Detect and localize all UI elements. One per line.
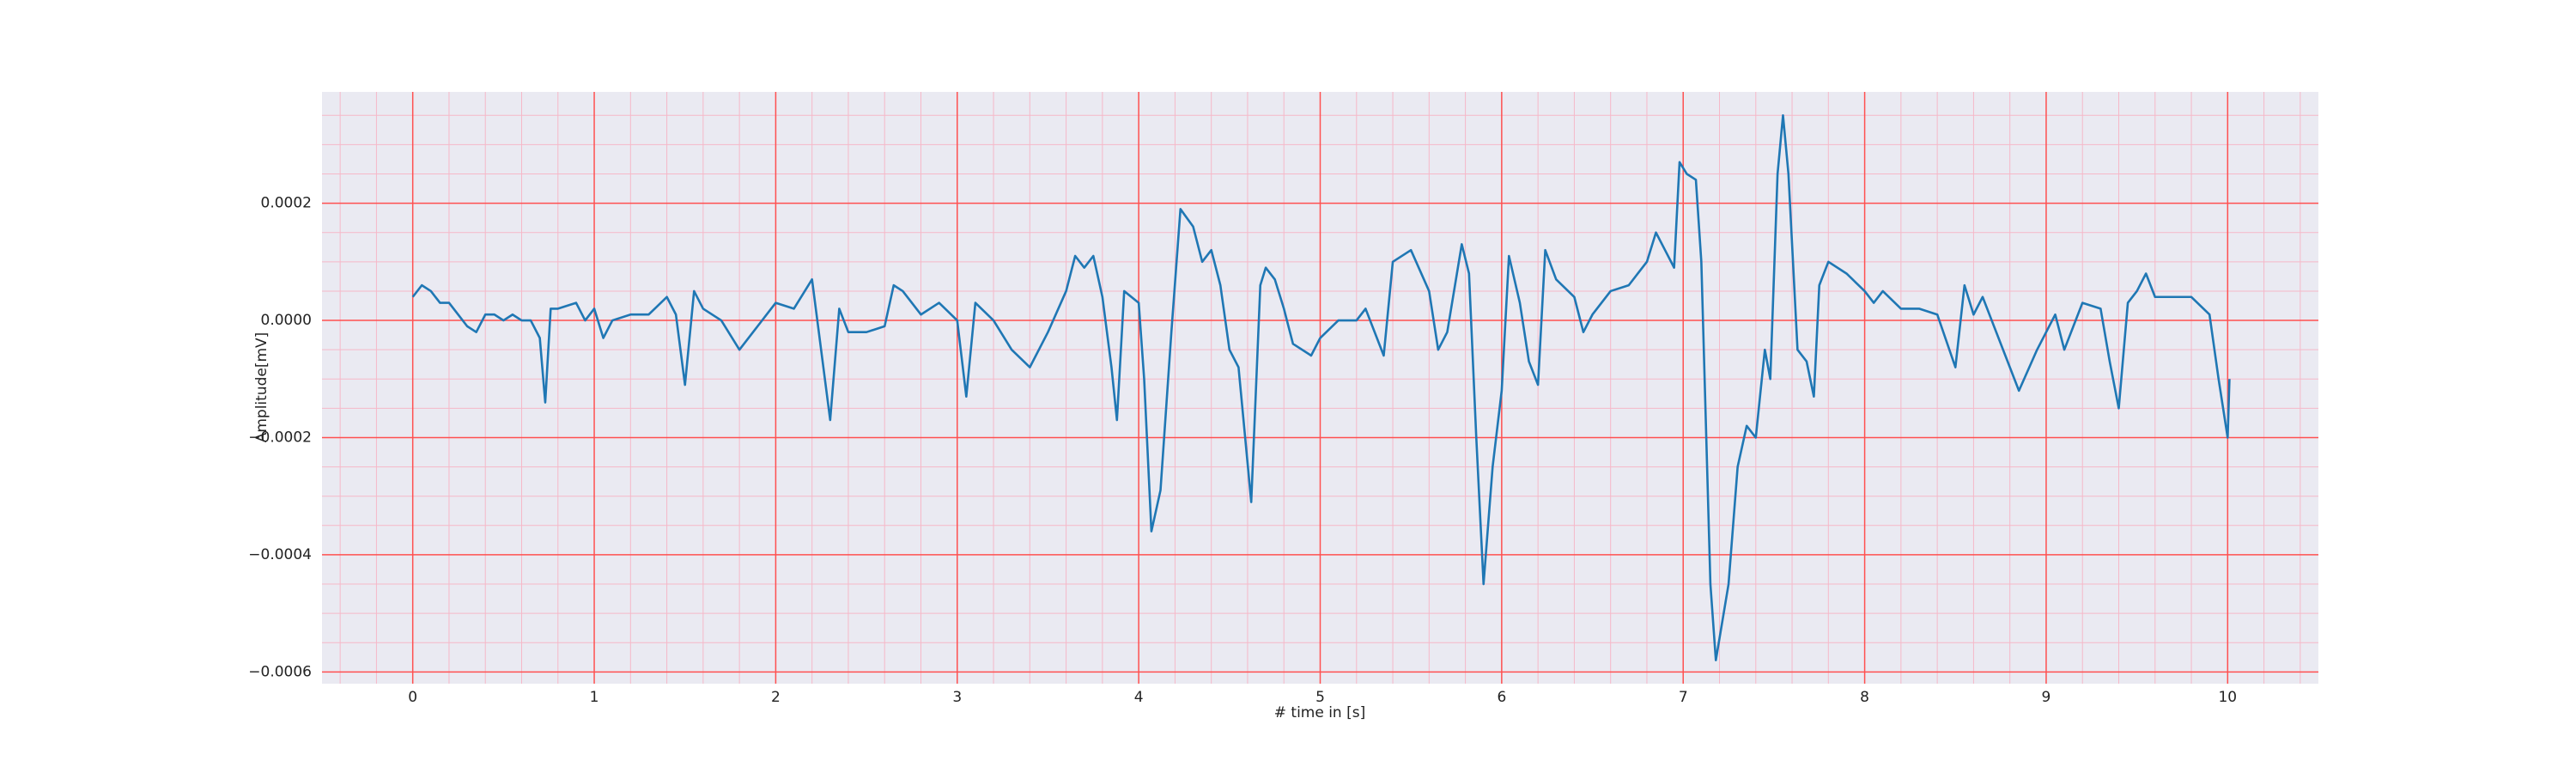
x-tick-label: 8 <box>1860 689 1869 706</box>
x-tick-label: 6 <box>1497 689 1506 706</box>
y-tick-label: 0.0002 <box>261 195 312 212</box>
y-tick-label: −0.0004 <box>248 546 312 563</box>
y-tick-label: 0.0000 <box>261 312 312 329</box>
x-axis-label: # time in [s] <box>1274 704 1365 721</box>
x-tick-label: 4 <box>1134 689 1144 706</box>
x-tick-label: 0 <box>408 689 417 706</box>
y-tick-label: −0.0006 <box>248 663 312 680</box>
x-tick-label: 9 <box>2042 689 2051 706</box>
x-tick-label: 10 <box>2218 689 2237 706</box>
x-tick-label: 1 <box>590 689 599 706</box>
y-tick-label: −0.0002 <box>248 429 312 446</box>
x-tick-label: 2 <box>771 689 781 706</box>
labels: 0 1 2 3 4 5 6 7 8 9 10 0.0002 0.0000 −0.0002 −0.0004 −0… <box>248 195 2237 706</box>
x-tick-label: 7 <box>1679 689 1688 706</box>
signal-line <box>411 113 2231 662</box>
marks <box>411 113 2231 662</box>
x-tick-label: 3 <box>952 689 962 706</box>
y-axis-label: Amplitude[mV] <box>253 332 270 443</box>
grid <box>322 92 2318 684</box>
x-tick-label: 5 <box>1315 689 1325 706</box>
